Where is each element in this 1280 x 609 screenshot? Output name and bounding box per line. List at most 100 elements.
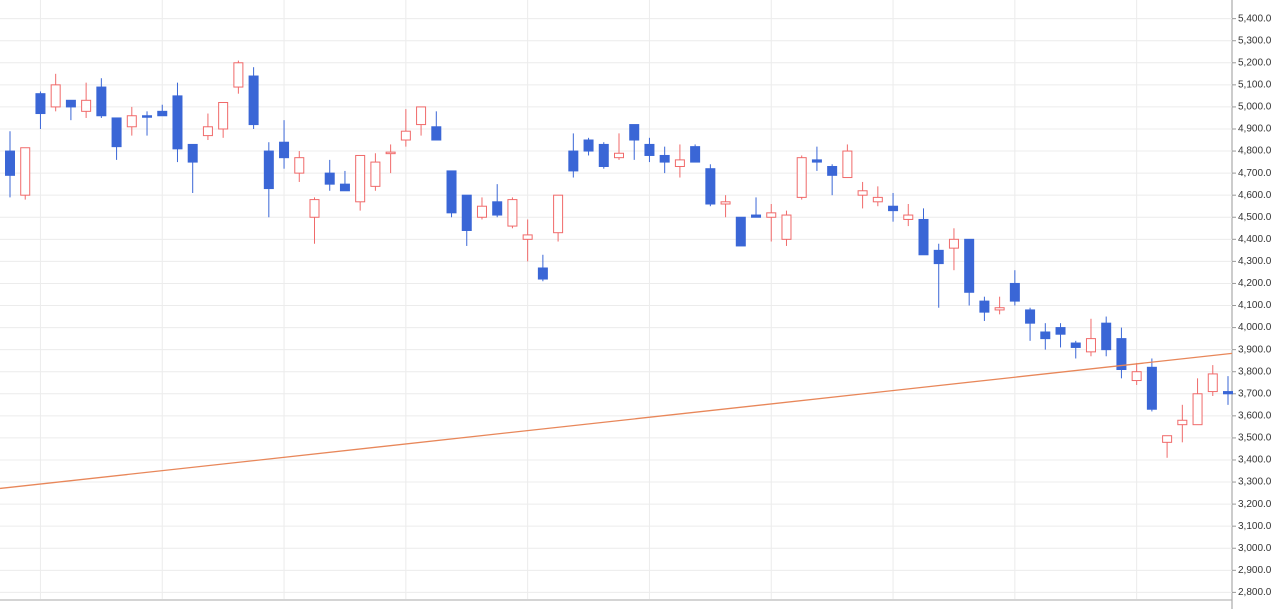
up-body [416,106,427,126]
up-body [1162,435,1173,443]
down-body [279,141,290,159]
down-body [537,267,548,280]
up-body [522,234,533,240]
down-body [1101,322,1112,351]
down-body [583,139,594,152]
down-body [111,117,122,148]
up-body [370,161,381,187]
y-tick-label: 3,700.0 [1238,388,1272,399]
down-body [918,218,929,256]
down-body [979,300,990,313]
down-body [35,93,46,115]
down-body [568,150,579,172]
down-body [1055,327,1066,335]
up-body [903,214,914,220]
down-body [96,86,107,117]
down-body [431,126,442,141]
down-body [629,124,640,141]
up-body [400,130,411,141]
down-body [888,205,899,212]
y-tick-label: 3,900.0 [1238,344,1272,355]
down-body [187,143,198,163]
up-body [720,201,731,205]
up-body [674,159,685,167]
y-tick-label: 5,000.0 [1238,102,1272,113]
up-body [872,196,883,203]
up-body [766,212,777,218]
up-body [614,152,624,159]
y-tick-label: 4,400.0 [1238,234,1272,245]
trend-line [0,352,1233,490]
down-body [324,172,335,185]
y-tick-label: 2,900.0 [1238,565,1272,576]
y-tick-label: 3,800.0 [1238,366,1272,377]
y-tick-label: 4,700.0 [1238,168,1272,179]
y-tick-label: 3,200.0 [1238,499,1272,510]
up-body [309,199,320,218]
down-body [5,150,15,176]
up-body [994,307,1005,311]
up-body [1207,373,1218,393]
up-body [796,157,807,198]
down-body [751,214,762,218]
up-body [50,84,61,108]
down-body [705,168,716,205]
up-body [842,150,853,179]
down-body [598,143,609,167]
down-body [811,159,822,163]
up-body [385,151,396,155]
y-tick-label: 4,500.0 [1238,212,1272,223]
y-tick-label: 4,800.0 [1238,146,1272,157]
up-body [202,126,213,137]
down-body [461,194,472,231]
up-body [126,115,137,128]
up-body [81,99,92,112]
down-body [964,238,975,293]
down-body [659,154,670,163]
down-body [263,150,274,190]
y-tick-label: 3,000.0 [1238,543,1272,554]
up-body [553,194,564,234]
down-body [248,75,259,126]
up-body [476,205,487,218]
up-body [1177,419,1188,426]
y-tick-label: 5,200.0 [1238,57,1272,68]
up-body [507,199,518,227]
y-tick-label: 3,600.0 [1238,410,1272,421]
up-body [20,147,31,196]
y-tick-label: 5,400.0 [1238,13,1272,24]
up-body [948,238,959,249]
down-body [446,170,457,214]
y-tick-label: 3,500.0 [1238,433,1272,444]
y-tick-label: 3,100.0 [1238,521,1272,532]
up-body [355,154,366,203]
down-body [1070,342,1081,348]
down-body [1223,391,1233,395]
y-tick-label: 3,300.0 [1238,477,1272,488]
down-body [339,183,350,192]
down-body [1146,366,1157,410]
down-body [1009,282,1020,302]
up-body [857,190,868,196]
y-tick-label: 4,000.0 [1238,322,1272,333]
y-tick-label: 4,200.0 [1238,278,1272,289]
down-body [644,143,655,156]
up-body [218,102,229,130]
up-body [233,62,244,88]
up-body [1192,393,1203,426]
y-tick-label: 4,300.0 [1238,256,1272,267]
y-tick-label: 4,600.0 [1238,190,1272,201]
y-tick-label: 2,800.0 [1238,587,1272,598]
down-body [933,249,944,265]
down-body [1116,338,1127,371]
down-body [827,165,838,176]
down-body [492,201,503,216]
y-tick-label: 5,100.0 [1238,79,1272,90]
up-body [781,214,792,240]
y-tick-label: 3,400.0 [1238,455,1272,466]
y-tick-label: 4,100.0 [1238,300,1272,311]
up-body [1131,371,1142,382]
down-body [142,115,153,118]
